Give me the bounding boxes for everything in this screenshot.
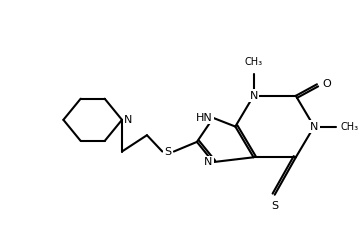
Text: CH₃: CH₃: [245, 57, 263, 67]
Text: N: N: [250, 91, 258, 101]
Text: CH₃: CH₃: [340, 122, 358, 131]
Text: O: O: [323, 79, 332, 89]
Text: S: S: [165, 146, 171, 157]
Text: N: N: [204, 157, 212, 167]
Text: S: S: [271, 201, 278, 211]
Text: HN: HN: [195, 113, 212, 123]
Text: N: N: [124, 115, 132, 125]
Text: N: N: [310, 122, 318, 131]
